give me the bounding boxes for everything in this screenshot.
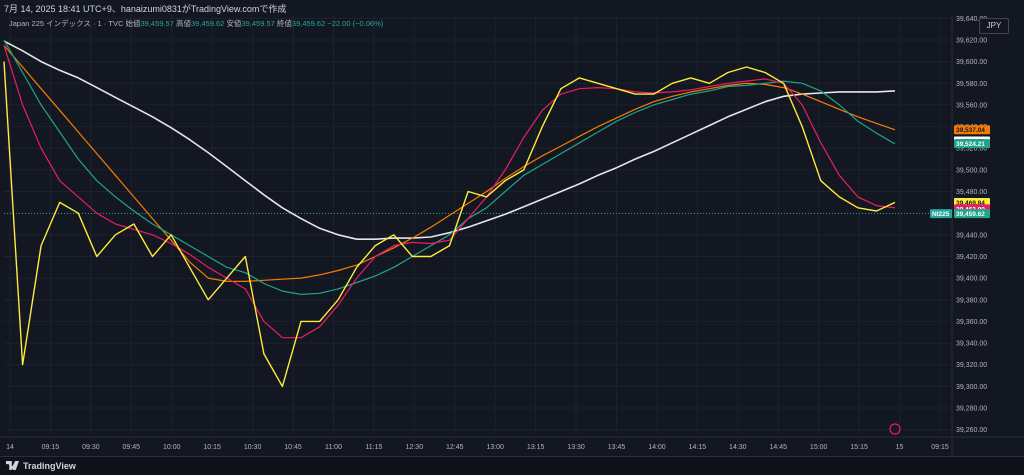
x-tick-label: 14 xyxy=(6,444,14,451)
x-tick-label: 13:15 xyxy=(527,444,545,451)
low-label: 安値 xyxy=(226,19,241,28)
y-tick-label: 39,580.00 xyxy=(956,81,987,88)
y-tick-label: 39,320.00 xyxy=(956,362,987,369)
y-tick-label: 39,440.00 xyxy=(956,232,987,239)
y-tick-label: 39,480.00 xyxy=(956,189,987,196)
x-tick-label: 12:30 xyxy=(406,444,424,451)
currency-button[interactable]: JPY xyxy=(979,18,1009,34)
x-tick-label: 10:00 xyxy=(163,444,181,451)
close-value: 39,459.62 xyxy=(292,19,325,28)
open-value: 39,459.57 xyxy=(141,19,174,28)
x-tick-label: 14:15 xyxy=(689,444,707,451)
high-label: 高値 xyxy=(176,19,191,28)
open-label: 始値 xyxy=(126,19,141,28)
footer-bar: TradingView xyxy=(0,456,1024,475)
price-tag-label: 39,459.62 xyxy=(956,211,985,218)
x-tick-label: 11:15 xyxy=(365,444,382,451)
x-tick-label: 09:15 xyxy=(42,444,60,451)
low-value: 39,459.57 xyxy=(241,19,274,28)
x-tick-label: 10:45 xyxy=(284,444,302,451)
y-tick-label: 39,620.00 xyxy=(956,37,987,44)
close-label: 終値 xyxy=(277,19,292,28)
x-tick-label: 15 xyxy=(896,444,904,451)
brand-name: TradingView xyxy=(23,461,76,471)
x-tick-label: 12:45 xyxy=(446,444,464,451)
price-tag-label: 39,537.04 xyxy=(956,127,985,134)
y-tick-label: 39,420.00 xyxy=(956,254,987,261)
x-tick-label: 11:00 xyxy=(325,444,342,451)
x-tick-label: 10:15 xyxy=(203,444,221,451)
y-tick-label: 39,400.00 xyxy=(956,276,987,283)
x-tick-label: 13:45 xyxy=(608,444,626,451)
chart-caption-bar: 7月 14, 2025 18:41 UTC+9、hanaizumi0831がTr… xyxy=(0,0,1024,14)
y-tick-label: 39,260.00 xyxy=(956,427,987,434)
x-tick-label: 13:00 xyxy=(486,444,504,451)
x-tick-label: 14:00 xyxy=(648,444,666,451)
y-tick-label: 39,300.00 xyxy=(956,384,987,391)
x-tick-label: 14:45 xyxy=(769,444,787,451)
x-tick-label: 10:30 xyxy=(244,444,262,451)
change-value: −22.00 (−0.06%) xyxy=(327,19,383,28)
y-tick-label: 39,340.00 xyxy=(956,341,987,348)
y-tick-label: 39,560.00 xyxy=(956,102,987,109)
y-tick-label: 39,500.00 xyxy=(956,167,987,174)
x-tick-label: 09:30 xyxy=(82,444,100,451)
y-tick-label: 39,380.00 xyxy=(956,297,987,304)
high-value: 39,459.62 xyxy=(191,19,224,28)
x-tick-label: 09:45 xyxy=(123,444,141,451)
y-tick-label: 39,280.00 xyxy=(956,406,987,413)
symbol-badge-label: NI225 xyxy=(932,211,950,218)
x-tick-label: 15:15 xyxy=(850,444,868,451)
symbol-legend: Japan 225 インデックス · 1 · TVC 始値39,459.57 高… xyxy=(9,18,383,29)
x-tick-label: 14:30 xyxy=(729,444,747,451)
x-tick-label: 09:15 xyxy=(931,444,949,451)
price-tag-label: 39,524.21 xyxy=(956,141,985,148)
x-tick-label: 13:30 xyxy=(567,444,585,451)
price-chart[interactable]: 39,260.00 39,280.00 39,300.00 39,320.00 39,3… xyxy=(0,14,1024,456)
tradingview-logo-icon xyxy=(6,461,19,470)
symbol-name[interactable]: Japan 225 インデックス · 1 · TVC xyxy=(9,19,123,28)
x-tick-label: 15:00 xyxy=(810,444,828,451)
tradingview-logo[interactable]: TradingView xyxy=(6,461,76,471)
y-tick-label: 39,360.00 xyxy=(956,319,987,326)
y-tick-label: 39,600.00 xyxy=(956,59,987,66)
